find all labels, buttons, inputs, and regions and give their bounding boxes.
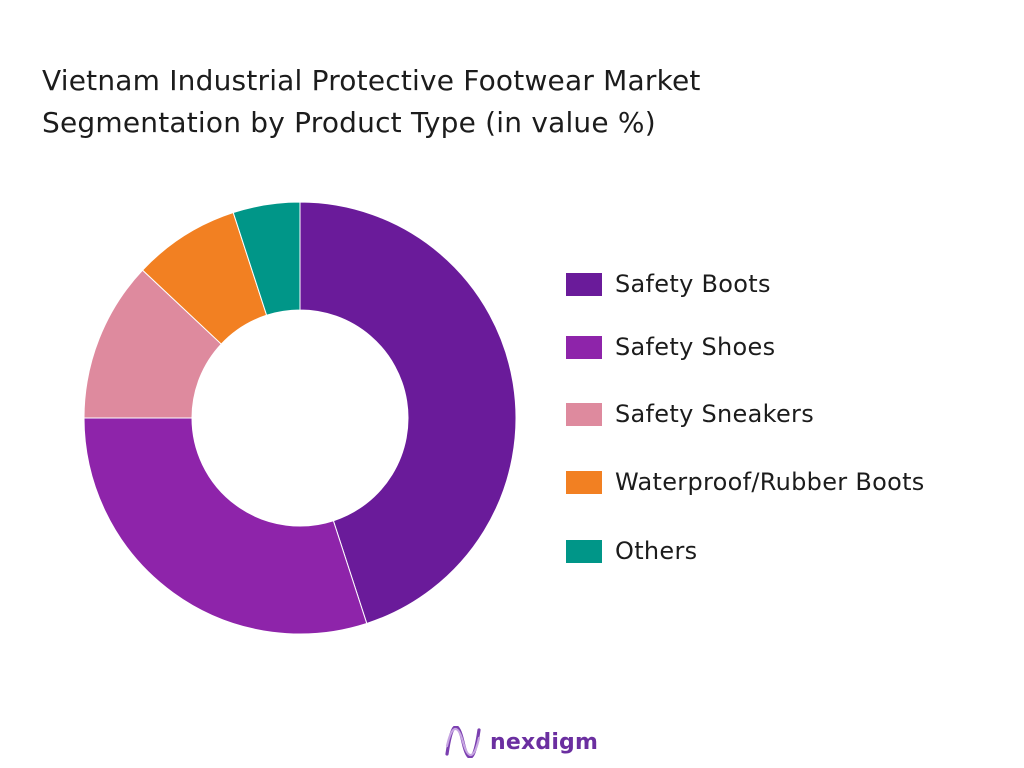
brand-name: nexdigm (490, 729, 599, 755)
legend-label-safety-boots: Safety Boots (615, 270, 771, 298)
slice-safety-shoes (83, 417, 368, 635)
brand-footer: nexdigm (444, 722, 598, 762)
legend-label-safety-sneakers: Safety Sneakers (615, 400, 814, 428)
legend-item-safety-shoes: Safety Shoes (566, 325, 1006, 369)
slice-others (232, 201, 301, 316)
legend-swatch-safety-sneakers (566, 402, 602, 426)
legend-label-safety-shoes: Safety Shoes (615, 333, 776, 361)
legend-item-waterproof-rubber-boots: Waterproof/Rubber Boots (566, 460, 1006, 504)
legend-item-others: Others (566, 529, 1006, 573)
legend-swatch-others (566, 539, 602, 563)
legend-swatch-waterproof-rubber-boots (566, 470, 602, 494)
legend-item-safety-boots: Safety Boots (566, 262, 1006, 306)
legend-swatch-safety-boots (566, 272, 602, 296)
legend-swatch-safety-shoes (566, 335, 602, 359)
legend-label-waterproof-rubber-boots: Waterproof/Rubber Boots (615, 468, 925, 496)
legend-item-safety-sneakers: Safety Sneakers (566, 392, 1006, 436)
chart-title-line-2: Segmentation by Product Type (in value %… (42, 106, 656, 139)
nexdigm-wave-logo-icon (445, 726, 481, 758)
slice-safety-boots (299, 201, 517, 625)
chart-title-line-1: Vietnam Industrial Protective Footwear M… (42, 64, 701, 97)
chart-title: Vietnam Industrial Protective Footwear M… (42, 60, 942, 144)
legend-label-others: Others (615, 537, 698, 565)
